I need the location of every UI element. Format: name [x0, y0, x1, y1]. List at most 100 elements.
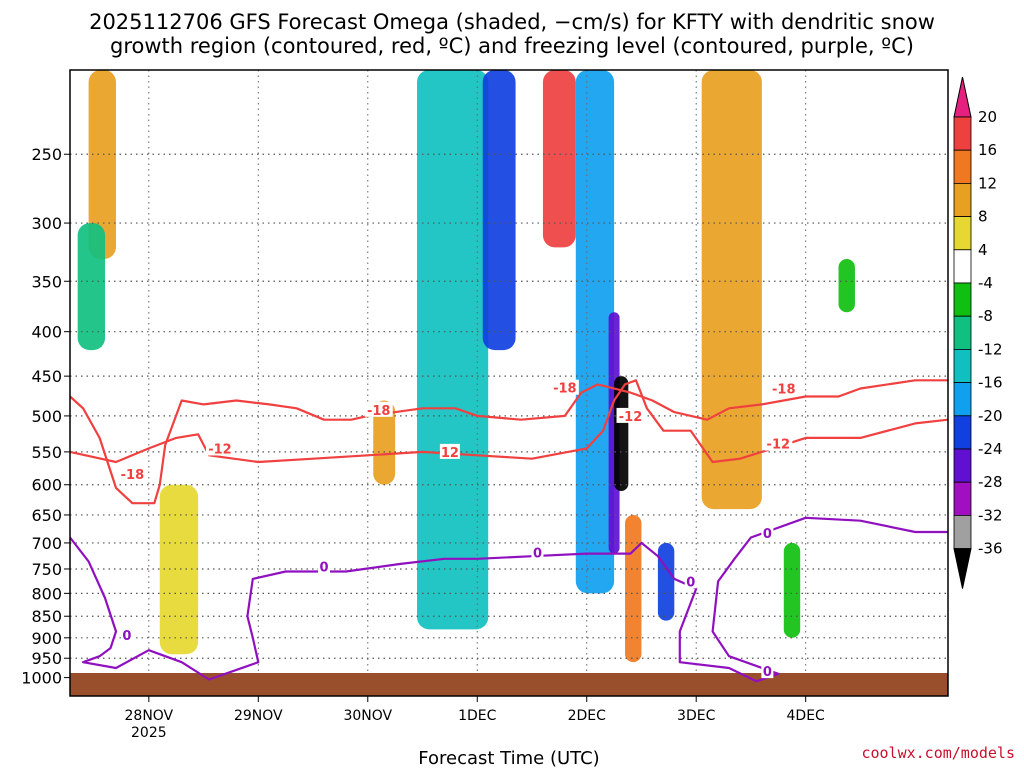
- x-tick-sublabel-0: 2025: [131, 725, 167, 741]
- omega-feature-7: [575, 70, 615, 594]
- x-axis-label: Forecast Time (UTC): [418, 748, 599, 768]
- y-tick-label-900: 900: [31, 629, 62, 648]
- contour-label-0: -18: [121, 468, 145, 483]
- colorbar-label-3: 8: [978, 208, 988, 226]
- contour-label-10: 0: [533, 547, 542, 562]
- contour-label-7: -12: [767, 438, 791, 453]
- x-tick-label-3: 1DEC: [458, 708, 497, 724]
- y-tick-label-850: 850: [31, 607, 62, 626]
- contour-label-bg-4: [550, 379, 579, 395]
- omega-feature-6: [542, 70, 576, 248]
- x-tick-label-6: 4DEC: [787, 708, 826, 724]
- y-tick-label-550: 550: [31, 443, 62, 462]
- contour-label-bg-2: [364, 401, 393, 417]
- y-tick-label-300: 300: [31, 214, 62, 233]
- contour-label-bg-11: [684, 573, 697, 589]
- colorbar-band-12: [953, 481, 972, 516]
- colorbar-label-9: -20: [978, 407, 1003, 425]
- colorbar-band-3: [953, 182, 972, 217]
- colorbar-band-6: [953, 282, 972, 317]
- omega-feature-10: [625, 514, 642, 663]
- colorbar-cap-bottom: [953, 548, 972, 589]
- colorbar: 20 16 12 8 4 -4 -8 -12 -16 -20 -24 -28 -32 -36: [953, 76, 1003, 589]
- contour-label-bg-5: [616, 407, 645, 423]
- y-tick-label-350: 350: [31, 272, 62, 291]
- omega-feature-2: [159, 484, 199, 655]
- y-axis: 250 300 350 400 450 500 550 600 650 700 750 800 850 9…: [21, 145, 70, 688]
- colorbar-band-1: [953, 116, 972, 151]
- colorbar-band-8: [953, 348, 972, 383]
- colorbar-band-4: [953, 216, 972, 251]
- colorbar-label-12: -32: [978, 506, 1003, 524]
- contour-label-bg-12: [761, 525, 774, 541]
- contour-label-bg-6: [769, 380, 798, 396]
- colorbar-label-2: 12: [978, 174, 997, 192]
- contour-label-12: 0: [763, 527, 772, 542]
- colorbar-label-11: -28: [978, 473, 1003, 491]
- contour-label-8: 0: [122, 629, 131, 644]
- y-tick-label-500: 500: [31, 407, 62, 426]
- contour-line-1: [70, 379, 948, 505]
- contour-label-bg-9: [317, 558, 330, 574]
- contour-label-bg-8: [120, 626, 133, 642]
- colorbar-band-13: [953, 515, 972, 550]
- contour-label-11: 0: [686, 575, 695, 590]
- y-tick-label-400: 400: [31, 323, 62, 342]
- contour-label-3: 12: [441, 446, 459, 461]
- contour-label-6: -18: [772, 383, 796, 398]
- chart-title-line-2: growth region (contoured, red, ºC) and f…: [110, 34, 914, 58]
- contour-label-bg-1: [205, 440, 234, 456]
- omega-feature-11: [657, 542, 675, 621]
- colorbar-label-13: -36: [978, 540, 1003, 558]
- y-tick-label-950: 950: [31, 649, 62, 668]
- contour-label-bg-13: [761, 663, 774, 679]
- x-tick-label-0: 28NOV: [125, 708, 174, 724]
- plot-frame: [69, 69, 949, 697]
- contour-label-13: 0: [763, 665, 772, 680]
- y-tick-label-750: 750: [31, 560, 62, 579]
- omega-feature-5: [482, 70, 516, 351]
- y-tick-label-600: 600: [31, 476, 62, 495]
- x-tick-label-4: 2DEC: [568, 708, 607, 724]
- contour-label-2: -18: [367, 404, 391, 419]
- x-tick-label-2: 30NOV: [343, 708, 392, 724]
- site-credit[interactable]: coolwx.com/models: [861, 744, 1015, 762]
- x-tick-label-1: 29NOV: [234, 708, 283, 724]
- colorbar-band-2: [953, 149, 972, 184]
- colorbar-label-1: 16: [978, 141, 997, 159]
- contour-line-2: [70, 516, 948, 683]
- colorbar-label-5: -4: [978, 274, 993, 292]
- colorbar-band-5: [953, 249, 972, 284]
- contour-label-1: -12: [208, 442, 232, 457]
- colorbar-label-4: 4: [978, 241, 988, 259]
- ground-layer: [70, 673, 948, 696]
- contour-label-bg-10: [531, 544, 544, 560]
- colorbar-band-11: [953, 448, 972, 483]
- chart-title-line-1: 2025112706 GFS Forecast Omega (shaded, −…: [89, 10, 935, 34]
- colorbar-cap-top: [953, 76, 972, 118]
- plot-area: -18 -12 -18 12 -18 -12 -18 -12 0 0 0 0 0 0: [69, 69, 949, 697]
- omega-feature-0: [88, 70, 116, 260]
- y-tick-label-1000: 1000: [21, 669, 62, 688]
- omega-feature-13: [783, 542, 801, 638]
- omega-feature-12: [701, 70, 762, 510]
- x-tick-label-5: 3DEC: [677, 708, 716, 724]
- colorbar-band-9: [953, 382, 972, 417]
- omega-shading-layer: [77, 70, 855, 663]
- contour-label-bg-0: [118, 465, 147, 481]
- y-tick-label-800: 800: [31, 584, 62, 603]
- colorbar-label-0: 20: [978, 108, 997, 126]
- y-tick-label-250: 250: [31, 145, 62, 164]
- contour-label-5: -12: [619, 410, 643, 425]
- contour-label-bg-3: [439, 443, 460, 459]
- omega-feature-4: [417, 70, 489, 630]
- colorbar-band-10: [953, 415, 972, 450]
- colorbar-label-10: -24: [978, 440, 1003, 458]
- y-tick-label-700: 700: [31, 534, 62, 553]
- omega-feature-9: [614, 376, 629, 491]
- contour-label-bg-7: [764, 435, 793, 451]
- colorbar-label-7: -12: [978, 340, 1003, 358]
- y-tick-label-650: 650: [31, 506, 62, 525]
- colorbar-band-7: [953, 315, 972, 350]
- contour-line-0: [70, 379, 948, 464]
